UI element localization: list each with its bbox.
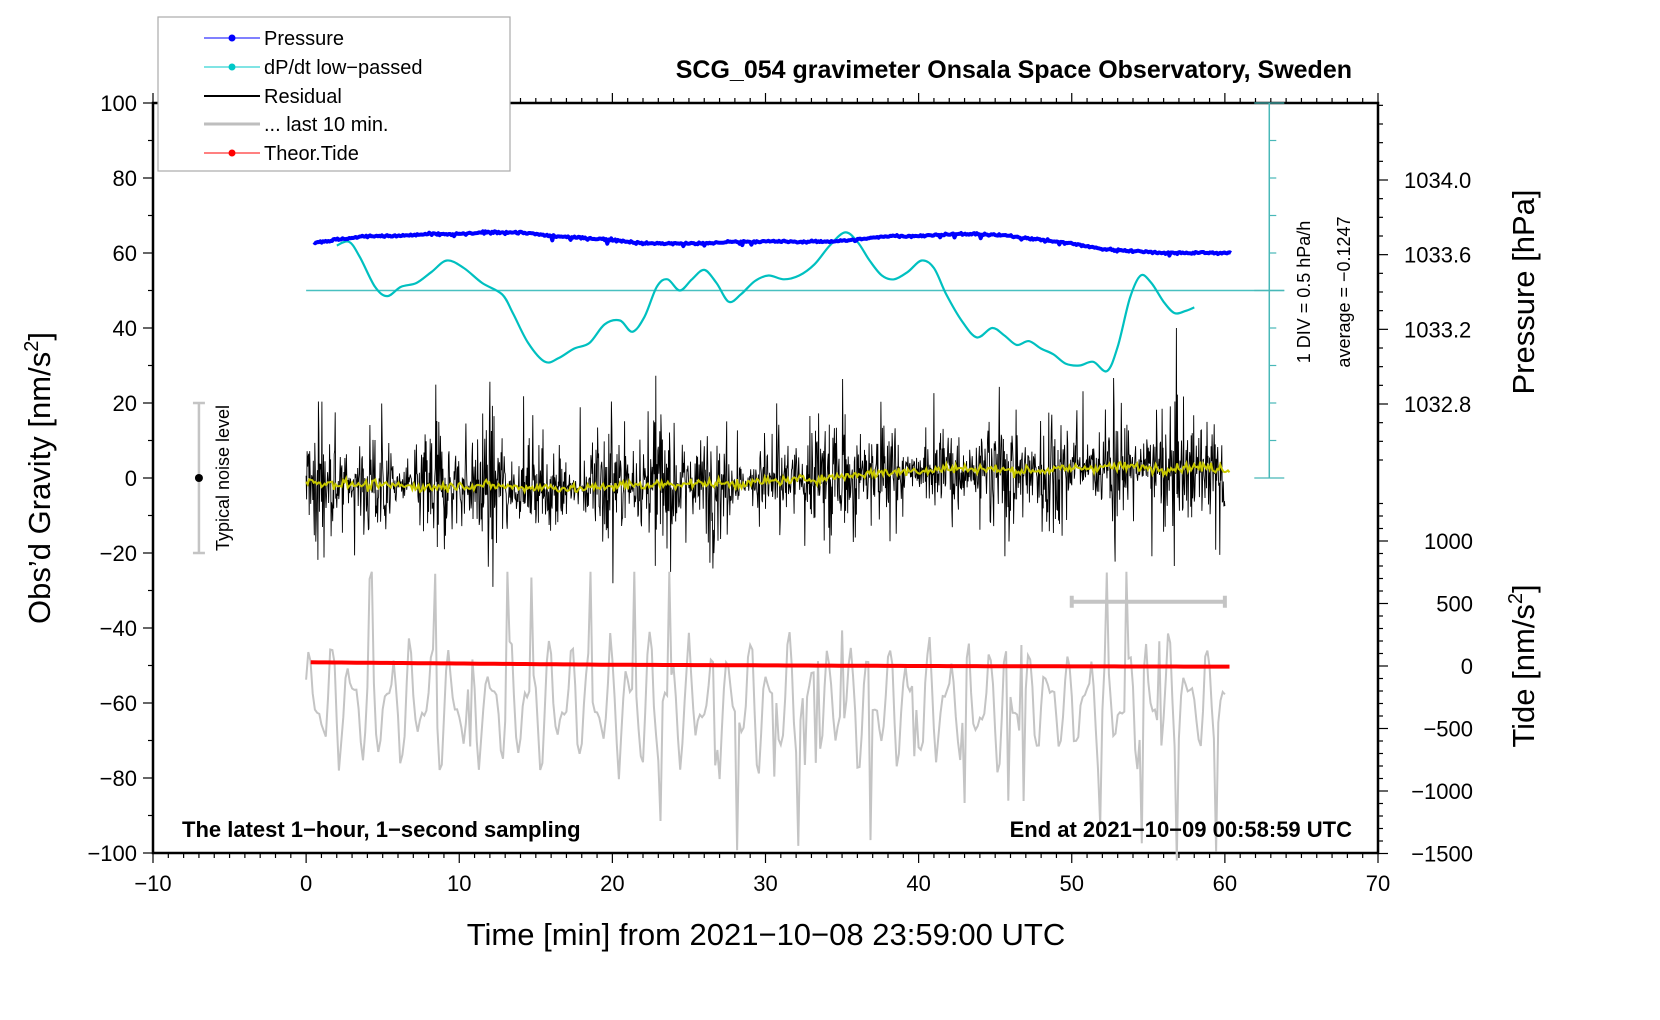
legend-entry-tide: Theor.Tide xyxy=(204,143,359,165)
residual-smoothed-line xyxy=(305,459,1231,495)
y-axis-tide-title-end: ] xyxy=(1506,584,1541,593)
y-left-tick-label: −100 xyxy=(87,841,137,866)
series-dpdt xyxy=(306,231,1285,373)
pressure-tick-label: 1032.8 xyxy=(1404,392,1471,417)
pressure-tick-label: 1033.2 xyxy=(1404,317,1471,342)
legend-entry-pressure: Pressure xyxy=(204,28,344,50)
annotations xyxy=(192,401,205,555)
legend-entry-residual: Residual xyxy=(204,86,342,108)
y-left-tick-label: 20 xyxy=(113,391,137,416)
annotation-end-time: End at 2021−10−09 00:58:59 UTC xyxy=(1010,817,1353,842)
x-tick-label: 0 xyxy=(300,871,312,896)
legend-label-dpdt: dP/dt low−passed xyxy=(264,57,422,79)
y-axis-tide-title: Tide [nm/s2] xyxy=(1505,584,1541,747)
legend-dpdt-dot-icon xyxy=(228,63,236,71)
y-left-tick-label: 40 xyxy=(113,316,137,341)
tide-tick-label: −1500 xyxy=(1411,842,1473,867)
tide-tick-label: 0 xyxy=(1461,654,1473,679)
chart-title: SCG_054 gravimeter Onsala Space Observat… xyxy=(676,56,1352,84)
y-axis-left-title-main: Obs’d Gravity [nm/s xyxy=(22,352,57,624)
pressure-tick-label: 1034.0 xyxy=(1404,168,1471,193)
dpdt-line xyxy=(336,231,1195,373)
y-axis-left-title: Obs’d Gravity [nm/s2] xyxy=(21,332,57,624)
x-tick-label: 10 xyxy=(447,871,471,896)
legend: Pressure dP/dt low−passed Residual ... l… xyxy=(157,16,511,172)
y-axis-pressure-title: Pressure [hPa] xyxy=(1506,189,1541,394)
tide-tick-label: −500 xyxy=(1423,717,1473,742)
legend-pressure-dot-icon xyxy=(228,34,236,42)
noise-center-dot xyxy=(194,474,203,482)
annotation-sampling: The latest 1−hour, 1−second sampling xyxy=(182,817,581,842)
y-left-tick-label: −60 xyxy=(100,691,137,716)
legend-box xyxy=(157,16,511,172)
axes: −10 0 10 20 30 40 50 60 70100806040200−20−40−60−… xyxy=(87,91,1473,896)
legend-tide-dot-icon xyxy=(228,149,236,157)
x-tick-label: 50 xyxy=(1060,871,1084,896)
tide-tick-label: −1000 xyxy=(1411,779,1473,804)
dpdt-div-label: 1 DIV = 0.5 hPa/h xyxy=(1294,221,1314,364)
y-axis-left-title-sup: 2 xyxy=(21,341,43,352)
y-left-tick-label: −80 xyxy=(100,766,137,791)
y-left-tick-label: 60 xyxy=(113,241,137,266)
series-residual-smoothed xyxy=(305,459,1231,495)
legend-entry-dpdt: dP/dt low−passed xyxy=(204,57,422,79)
y-left-tick-label: −40 xyxy=(100,616,137,641)
y-left-tick-label: −20 xyxy=(100,541,137,566)
y-left-tick-label: 0 xyxy=(125,466,137,491)
series-pressure xyxy=(312,229,1232,258)
tide-tick-label: 1000 xyxy=(1424,529,1473,554)
theor-tide-line xyxy=(310,660,1230,669)
y-axis-tide-title-sup: 2 xyxy=(1505,593,1527,604)
pressure-line xyxy=(312,229,1232,258)
series-last-10-min xyxy=(305,571,1227,861)
legend-label-last10: ... last 10 min. xyxy=(264,114,389,136)
legend-label-residual: Residual xyxy=(264,86,342,108)
dpdt-average-label: average = −0.1247 xyxy=(1334,216,1354,367)
x-tick-label: −10 xyxy=(134,871,171,896)
y-axis-tide-title-main: Tide [nm/s xyxy=(1506,604,1541,748)
y-left-tick-label: 80 xyxy=(113,166,137,191)
legend-label-pressure: Pressure xyxy=(264,28,344,50)
x-tick-label: 70 xyxy=(1366,871,1390,896)
x-tick-label: 60 xyxy=(1213,871,1237,896)
x-tick-label: 40 xyxy=(906,871,930,896)
residual-line xyxy=(305,327,1226,587)
noise-level-label: Typical noise level xyxy=(213,405,233,551)
legend-entry-last10: ... last 10 min. xyxy=(204,114,389,136)
tide-tick-label: 500 xyxy=(1436,592,1473,617)
series-theor-tide xyxy=(310,660,1230,669)
legend-label-tide: Theor.Tide xyxy=(264,143,359,165)
x-axis-title: Time [min] from 2021−10−08 23:59:00 UTC xyxy=(467,917,1066,952)
y-left-tick-label: 100 xyxy=(100,91,137,116)
last-10-min-line xyxy=(305,571,1226,861)
x-tick-label: 30 xyxy=(753,871,777,896)
y-axis-left-title-end: ] xyxy=(22,332,57,341)
pressure-tick-label: 1033.6 xyxy=(1404,243,1471,268)
x-tick-label: 20 xyxy=(600,871,624,896)
series-residual xyxy=(305,327,1226,587)
